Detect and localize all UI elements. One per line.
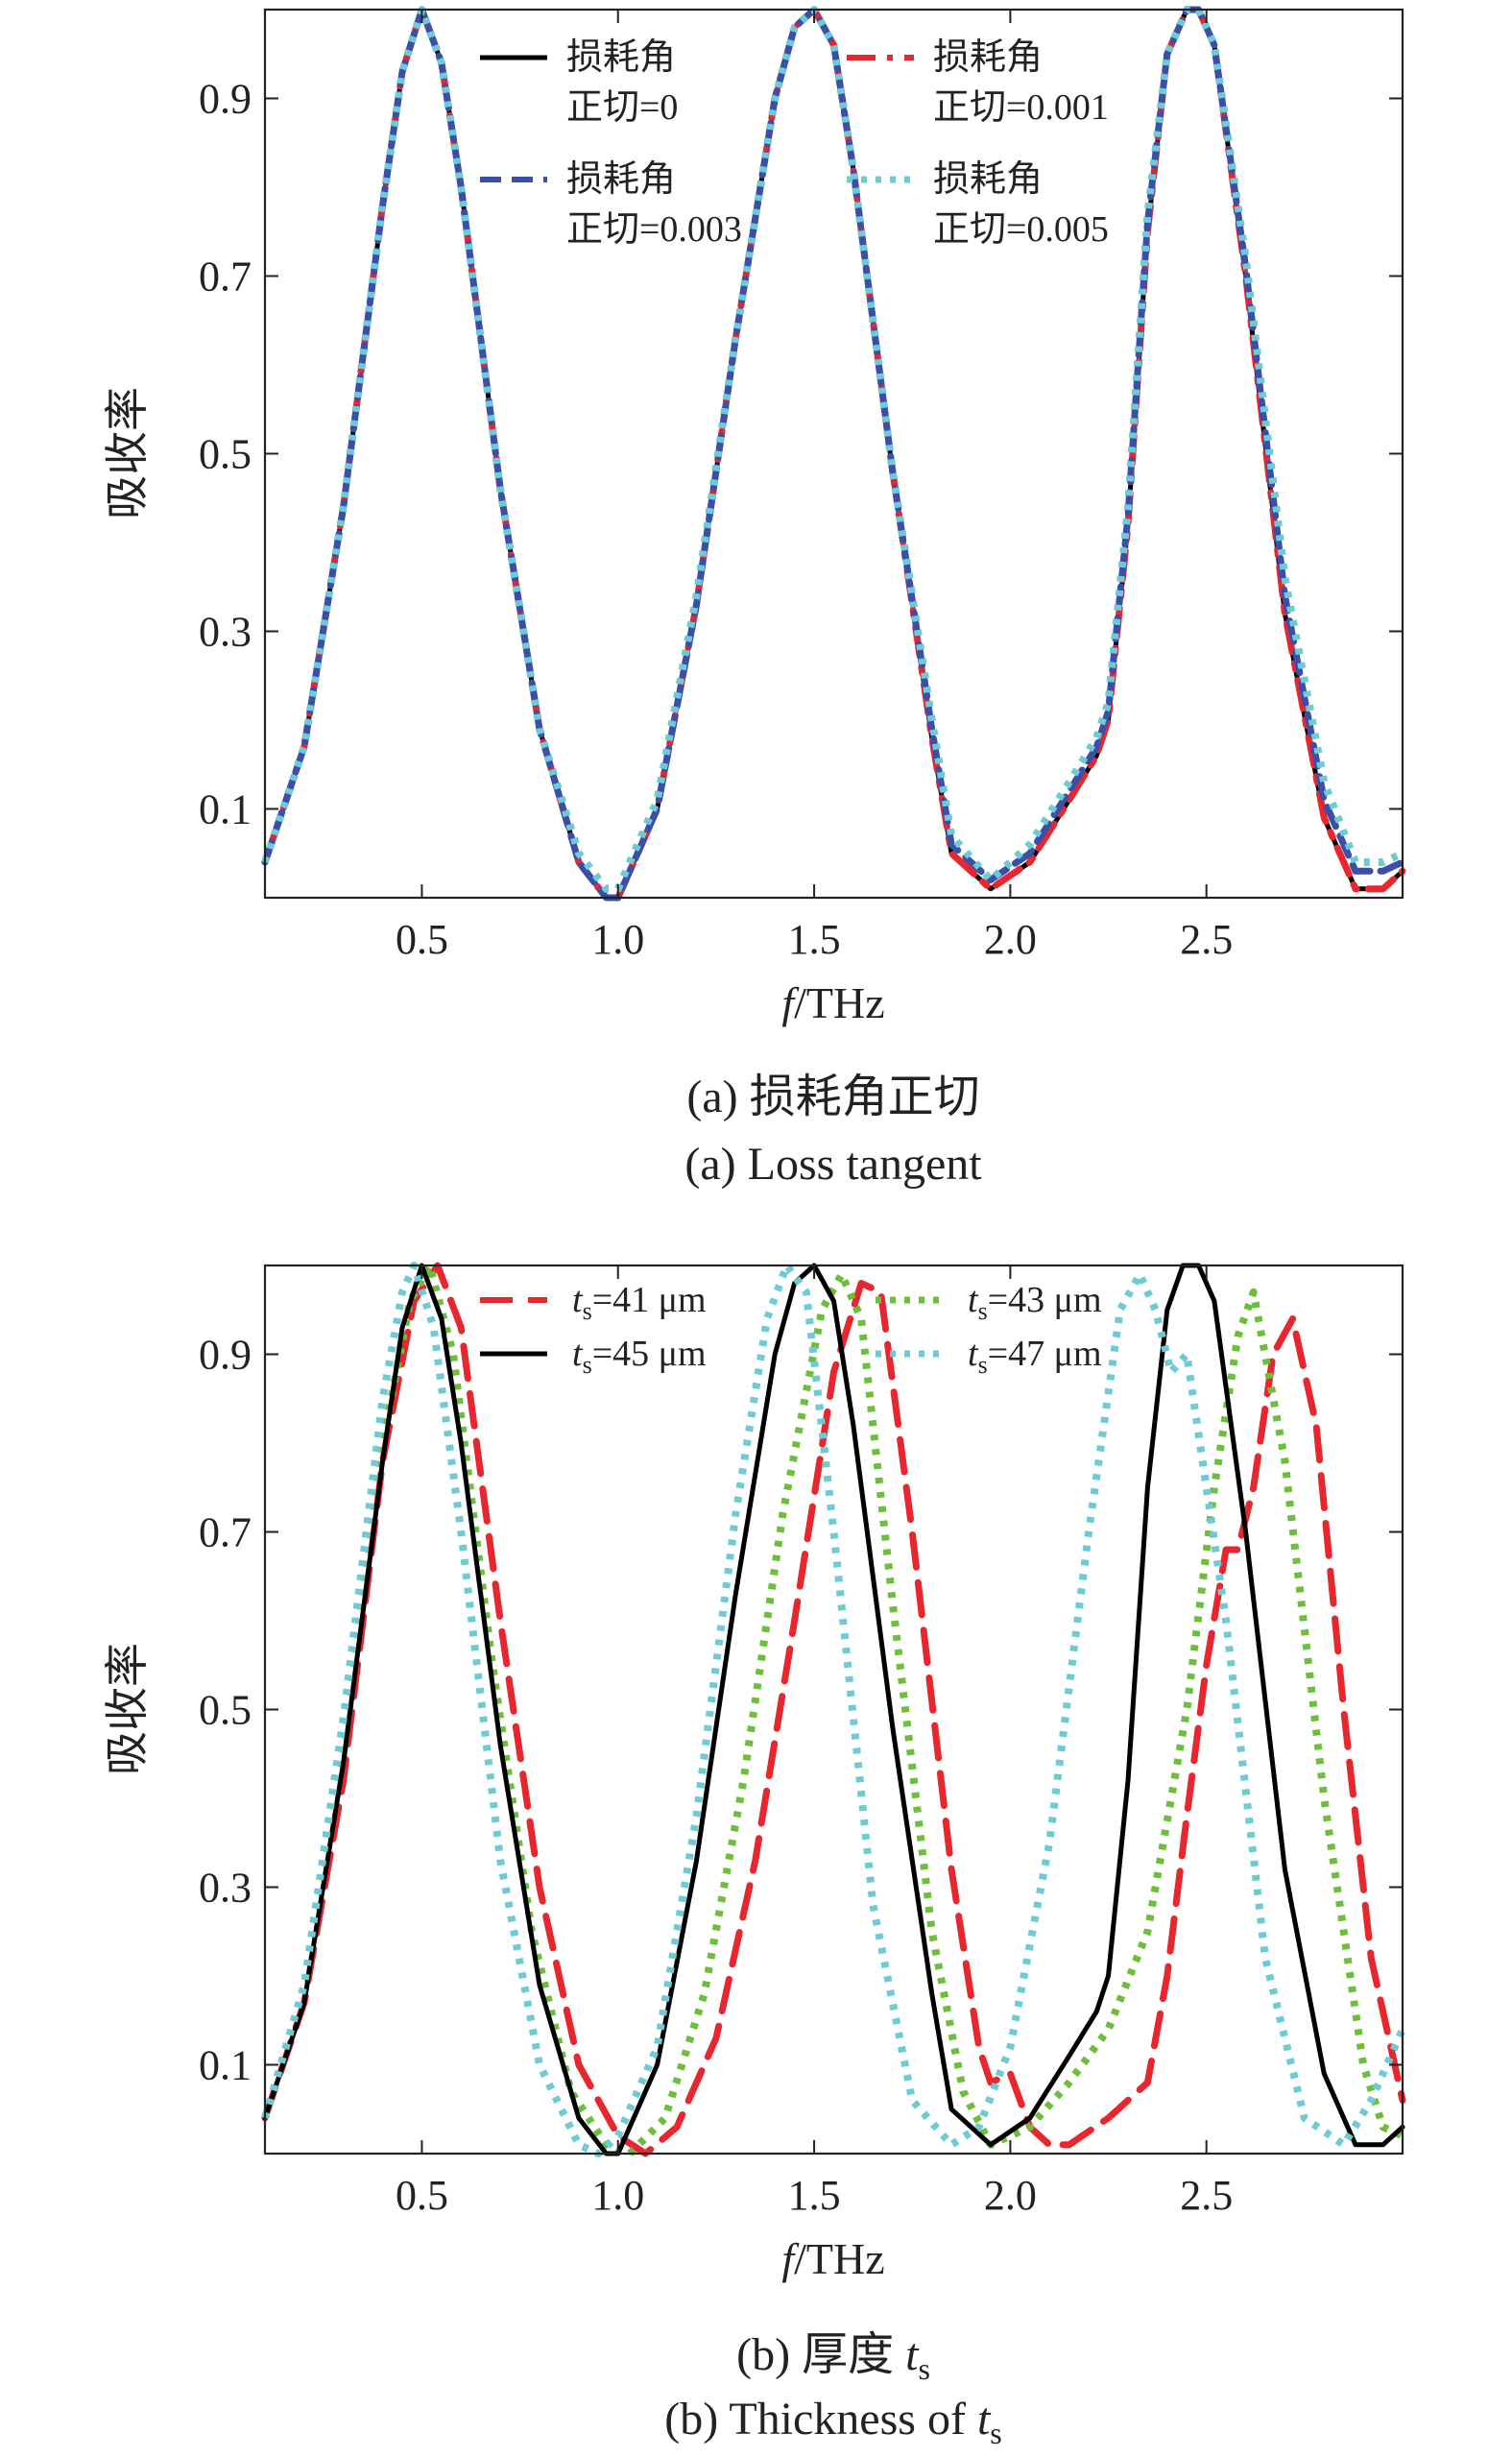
panel-b-legend-label-2-var: t	[968, 1280, 979, 1320]
panel-a-x-axis-title: f/THz	[781, 978, 884, 1027]
panel-b-y-axis-title: 吸收率	[103, 1643, 152, 1775]
panel-a-x-tick-label-4: 2.0	[984, 916, 1037, 963]
panel-a-series-line-3	[261, 6, 1406, 902]
panel-b-caption-en: (b) Thickness of ts	[664, 2394, 1002, 2450]
panel-b-caption-en-var: t	[977, 2394, 992, 2445]
panel-b-series-line-4	[261, 1262, 1406, 2157]
panel-b-plot-frame	[263, 1264, 1404, 2156]
panel-a-caption-cn: (a) 损耗角正切	[686, 1072, 979, 1122]
panel-a-x-tick-label-2: 1.0	[591, 916, 644, 963]
panel-a-legend-label-2-line1: 损耗角	[933, 37, 1043, 78]
panel-a-legend-label-4-line1: 损耗角	[933, 159, 1043, 200]
panel-a-legend-label-1-line1: 损耗角	[566, 37, 676, 78]
panel-a-legend-label-3-line1: 损耗角	[566, 159, 676, 200]
chart-panel-b: 0.5 1.0 1.5 2.0 2.5 0.1 0.3 0.5 0.7 0.9 f/THz 吸收率…	[103, 1262, 1406, 2450]
panel-b-caption-cn-var: t	[905, 2329, 920, 2380]
panel-b-legend-label-3-value: =45 μm	[592, 1334, 707, 1374]
panel-b-y-tick-label-2: 0.3	[199, 1865, 252, 1912]
panel-b-ticks: 0.5 1.0 1.5 2.0 2.5 0.1 0.3 0.5 0.7 0.9	[199, 1265, 1403, 2219]
panel-b-x-tick-label-5: 2.5	[1180, 2172, 1233, 2219]
panel-b-legend-label-1-var: t	[572, 1280, 584, 1320]
panel-b-legend-label-2-sub: s	[978, 1297, 988, 1325]
panel-b-x-axis-title-unit: /THz	[794, 2234, 885, 2283]
panel-b-legend-label-4-value: =47 μm	[988, 1334, 1102, 1374]
panel-b-y-tick-label-5: 0.9	[199, 1332, 252, 1379]
panel-b-legend-label-2: ts=43 μm	[968, 1280, 1102, 1325]
panel-a-y-tick-label-1: 0.1	[199, 786, 252, 833]
panel-b-x-tick-label-2: 1.0	[591, 2172, 644, 2219]
panel-b-legend-label-1-value: =41 μm	[592, 1280, 707, 1320]
panel-a-series-line-1	[262, 7, 1405, 901]
panel-b-series-line-3	[262, 1263, 1405, 2156]
panel-a-legend-label-2-line2: 正切=0.001	[933, 87, 1109, 128]
panel-b-legend-label-3-var: t	[572, 1334, 584, 1374]
panel-a-legend-label-4-line2: 正切=0.005	[933, 209, 1109, 250]
panel-a-legend-label-3-line2: 正切=0.003	[566, 209, 742, 250]
panel-b-series-group	[261, 1262, 1406, 2157]
panel-b-caption-en-prefix: (b) Thickness of	[664, 2394, 977, 2445]
panel-a-x-tick-label-1: 0.5	[396, 916, 448, 963]
panel-b-legend-label-3-sub: s	[583, 1351, 592, 1379]
panel-a-series-group	[261, 6, 1406, 902]
panel-b-y-tick-label-1: 0.1	[199, 2042, 252, 2089]
panel-a-y-tick-label-5: 0.9	[199, 76, 252, 123]
panel-b-series-line-2	[261, 1262, 1404, 2157]
panel-a-x-tick-label-3: 1.5	[788, 916, 841, 963]
panel-b-series-line-1	[261, 1262, 1406, 2157]
panel-a-series-line-2	[261, 6, 1406, 902]
panel-a-x-axis-title-unit: /THz	[794, 978, 885, 1027]
panel-b-legend-label-1-sub: s	[583, 1297, 592, 1325]
panel-b-legend-label-1: ts=41 μm	[572, 1280, 707, 1325]
panel-b-x-tick-label-3: 1.5	[788, 2172, 841, 2219]
panel-a-x-tick-label-5: 2.5	[1180, 916, 1233, 963]
panel-b-y-tick-label-3: 0.5	[199, 1687, 252, 1734]
panel-a-ticks: 0.5 1.0 1.5 2.0 2.5 0.1 0.3 0.5 0.7 0.9	[199, 10, 1403, 963]
panel-a-series-line-4	[261, 6, 1404, 893]
panel-a-plot-frame	[263, 8, 1404, 900]
panel-a-y-tick-label-2: 0.3	[199, 609, 252, 656]
panel-a-y-tick-label-3: 0.5	[199, 431, 252, 478]
panel-b-caption-cn-prefix: (b) 厚度	[736, 2329, 905, 2380]
panel-b-legend-label-2-value: =43 μm	[988, 1280, 1102, 1320]
panel-b-legend-label-3: ts=45 μm	[572, 1334, 707, 1379]
panel-a-y-axis-title: 吸收率	[103, 387, 152, 519]
panel-b-legend-label-4: ts=47 μm	[968, 1334, 1102, 1379]
panel-a-y-tick-label-4: 0.7	[199, 253, 252, 301]
panel-a-legend-label-1-line2: 正切=0	[566, 87, 678, 128]
panel-b-caption-cn: (b) 厚度 ts	[736, 2329, 930, 2386]
panel-b-legend-label-4-sub: s	[978, 1351, 988, 1379]
chart-panel-a: 0.5 1.0 1.5 2.0 2.5 0.1 0.3 0.5 0.7 0.9 f/THz 吸收率…	[103, 6, 1406, 1190]
panel-b-x-tick-label-4: 2.0	[984, 2172, 1037, 2219]
panel-b-legend-label-4-var: t	[968, 1334, 979, 1374]
panel-b-x-axis-title: f/THz	[781, 2234, 884, 2283]
panel-b-caption-en-sub: s	[990, 2416, 1001, 2450]
panel-b-caption-cn-sub: s	[918, 2351, 929, 2386]
panel-b-x-tick-label-1: 0.5	[396, 2172, 448, 2219]
panel-a-caption-en: (a) Loss tangent	[684, 1139, 982, 1190]
panel-b-y-tick-label-4: 0.7	[199, 1509, 252, 1556]
